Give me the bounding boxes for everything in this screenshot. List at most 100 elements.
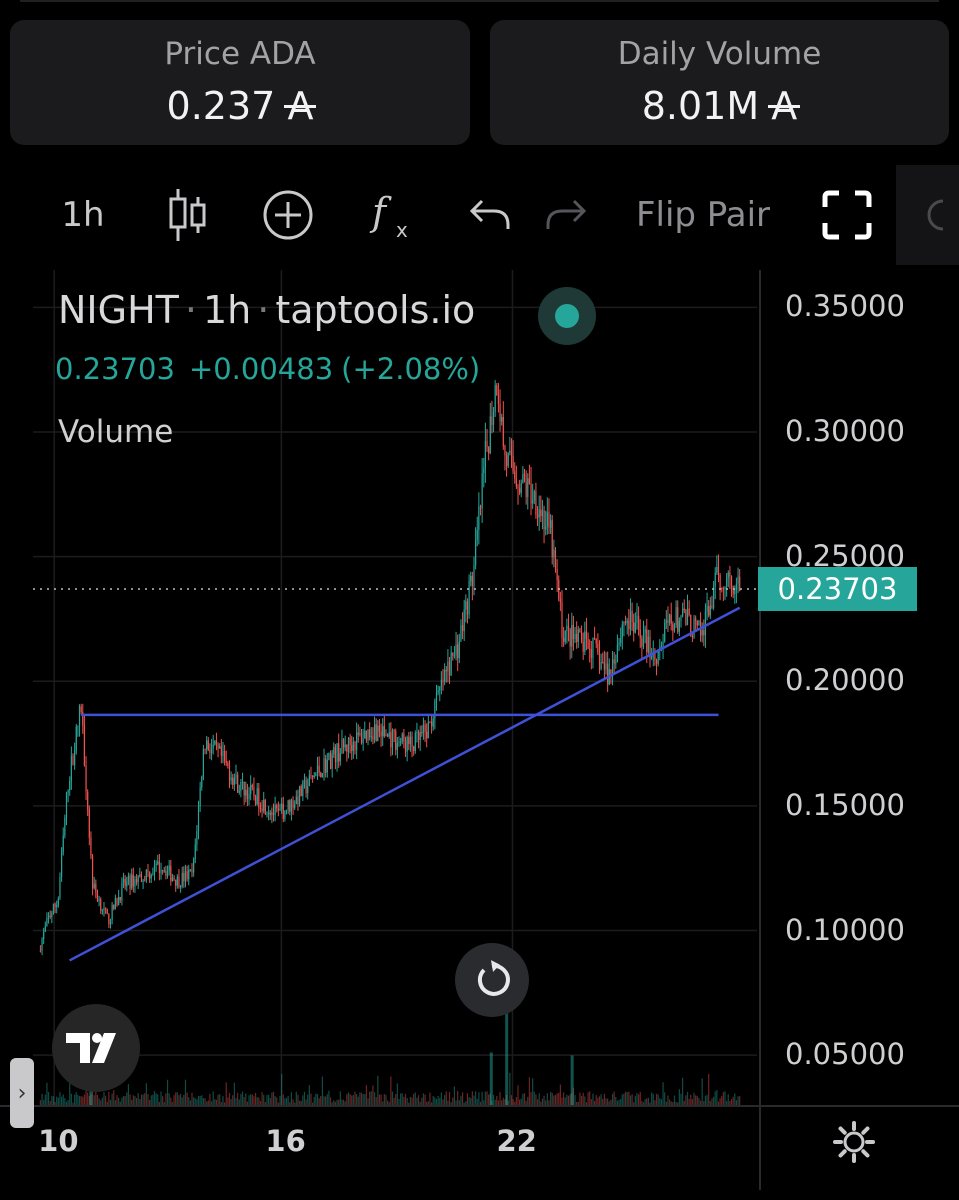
volume-bar	[654, 1100, 656, 1105]
volume-bar	[47, 1092, 50, 1105]
candle-body	[527, 478, 529, 498]
volume-bar	[527, 1096, 529, 1105]
candle-body	[243, 781, 245, 796]
candle-body	[432, 718, 434, 727]
candle-body	[375, 724, 377, 742]
volume-bar	[729, 1100, 731, 1105]
volume-bar	[170, 1097, 172, 1105]
volume-bar	[165, 1093, 167, 1105]
flip-pair-button[interactable]: Flip Pair	[635, 195, 771, 235]
candle-body	[259, 808, 262, 810]
volume-bar	[481, 1091, 483, 1105]
volume-bar	[287, 1095, 289, 1105]
volume-bar	[608, 1101, 610, 1105]
candle-body	[298, 786, 301, 805]
candle-body	[274, 805, 276, 815]
volume-bar	[543, 1095, 545, 1105]
volume-bar	[386, 1100, 389, 1105]
volume-bar	[323, 1096, 325, 1105]
candles-icon[interactable]	[158, 165, 218, 265]
settings-icon[interactable]	[896, 165, 959, 265]
candle-body	[563, 637, 565, 642]
volume-bar	[305, 1099, 307, 1105]
volume-bar	[734, 1093, 736, 1105]
candle-body	[62, 835, 64, 853]
candle-body	[173, 877, 175, 880]
volume-bar	[701, 1078, 703, 1105]
candle-body	[587, 638, 589, 649]
candle-body	[584, 631, 586, 652]
volume-bar	[96, 1094, 99, 1105]
candle-body	[171, 877, 174, 881]
volume-bar	[595, 1095, 597, 1105]
volume-bar	[494, 1099, 496, 1105]
volume-indicator-label[interactable]: Volume	[58, 414, 174, 450]
candle-body	[536, 514, 539, 518]
candle-body	[623, 621, 625, 625]
plus-circle-icon[interactable]	[258, 165, 318, 265]
redo-icon[interactable]	[538, 165, 594, 265]
volume-bar	[124, 1096, 126, 1105]
market-status-icon	[538, 287, 596, 345]
volume-bar	[241, 1091, 244, 1105]
gear-icon[interactable]	[832, 1120, 876, 1164]
candle-body	[212, 744, 214, 749]
candle-body	[77, 725, 79, 727]
volume-bar	[225, 1082, 227, 1105]
candle-body	[600, 662, 602, 669]
candle-body	[716, 566, 718, 573]
volume-bar	[597, 1097, 599, 1105]
candle-body	[277, 807, 279, 811]
fx-indicators-icon[interactable]: f x	[362, 165, 422, 265]
candle-body	[691, 635, 694, 638]
candle-body	[183, 872, 185, 882]
volume-bar	[528, 1077, 531, 1105]
volume-bar	[664, 1092, 666, 1105]
candle-body	[139, 874, 141, 877]
candle-body	[528, 478, 531, 484]
volume-bar	[398, 1098, 400, 1105]
candle-body	[250, 785, 252, 795]
candle-body	[496, 385, 498, 396]
volume-bar	[109, 1099, 112, 1105]
fullscreen-icon[interactable]	[816, 165, 878, 265]
interval-button[interactable]: 1h	[61, 195, 105, 235]
candle-body	[118, 896, 120, 905]
candle-body	[577, 629, 579, 642]
volume-bar	[548, 1100, 550, 1105]
volume-bar	[290, 1092, 293, 1105]
volume-bar	[279, 1095, 281, 1105]
volume-bar	[116, 1095, 118, 1105]
candle-body	[509, 450, 511, 453]
volume-bar	[134, 1096, 136, 1105]
candle-body	[646, 629, 648, 653]
volume-bar	[699, 1100, 702, 1105]
volume-bar	[199, 1096, 201, 1105]
candle-body	[354, 741, 356, 750]
reset-chart-icon[interactable]	[455, 943, 529, 1017]
legend-source: taptools.io	[275, 288, 476, 332]
candle-body	[594, 637, 596, 640]
candle-body	[551, 520, 553, 558]
volume-bar	[326, 1094, 328, 1105]
candle-body	[222, 750, 224, 757]
tradingview-logo-icon[interactable]	[52, 1004, 140, 1092]
candle-body	[134, 879, 136, 887]
chevron-right-icon[interactable]: ›	[10, 1058, 34, 1128]
volume-bar	[108, 1091, 110, 1105]
candle-body	[65, 792, 68, 818]
volume-bar	[554, 1094, 557, 1105]
candle-body	[543, 510, 545, 530]
candle-body	[398, 741, 400, 744]
volume-bar	[258, 1097, 260, 1105]
undo-icon[interactable]	[462, 165, 518, 265]
candle-body	[610, 669, 612, 674]
volume-bar	[369, 1091, 371, 1105]
volume-bar	[246, 1101, 249, 1105]
volume-bar	[49, 1100, 51, 1105]
candle-body	[463, 609, 465, 632]
candle-body	[422, 724, 425, 734]
candle-body	[96, 892, 99, 901]
candle-body	[294, 803, 296, 809]
